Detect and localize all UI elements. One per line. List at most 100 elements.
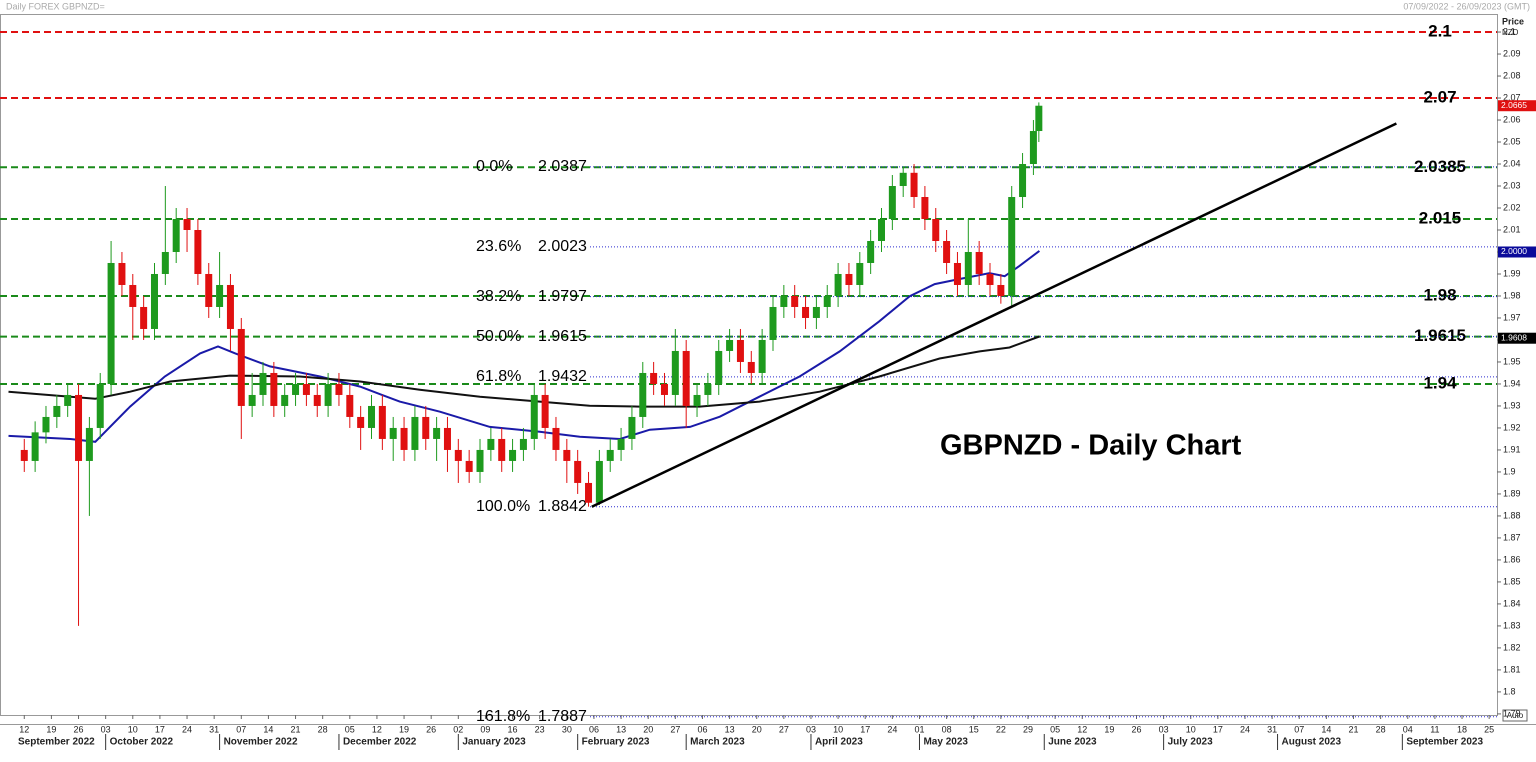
candle-body bbox=[736, 339, 744, 362]
x-tick-label: 30 bbox=[562, 724, 572, 734]
candle-body bbox=[834, 273, 842, 296]
month-label: February 2023 bbox=[582, 737, 650, 748]
x-tick-label: 26 bbox=[74, 724, 84, 734]
candle-body bbox=[758, 339, 766, 373]
candle-body bbox=[650, 372, 658, 384]
x-tick-label: 19 bbox=[1104, 724, 1114, 734]
fib-value: 2.0023 bbox=[538, 238, 587, 255]
x-tick-label: 27 bbox=[779, 724, 789, 734]
candle-body bbox=[1019, 164, 1027, 198]
x-tick-label: 22 bbox=[996, 724, 1006, 734]
fib-level: 23.6% bbox=[476, 238, 521, 255]
x-tick-label: 26 bbox=[426, 724, 436, 734]
candle-body bbox=[877, 218, 885, 241]
level-label: 2.1 bbox=[1428, 22, 1452, 41]
y-tick-label: 1.84 bbox=[1503, 598, 1521, 608]
y-tick-label: 1.98 bbox=[1503, 290, 1521, 300]
x-tick-label: 12 bbox=[372, 724, 382, 734]
candle-body bbox=[541, 394, 549, 428]
fib-value: 1.9797 bbox=[538, 288, 587, 305]
price-tag bbox=[1498, 332, 1536, 344]
candle-body bbox=[823, 295, 831, 307]
candle-body bbox=[671, 350, 679, 395]
candle-body bbox=[975, 251, 983, 274]
y-tick-label: 1.9 bbox=[1503, 466, 1516, 476]
month-label: March 2023 bbox=[690, 737, 745, 748]
candle-body bbox=[509, 449, 517, 461]
x-tick-label: 24 bbox=[1240, 724, 1250, 734]
y-tick-label: 1.85 bbox=[1503, 576, 1521, 586]
month-label: April 2023 bbox=[815, 737, 863, 748]
candle-body bbox=[476, 449, 484, 472]
y-tick-label: 2.05 bbox=[1503, 136, 1521, 146]
month-label: September 2023 bbox=[1406, 737, 1483, 748]
x-tick-label: 13 bbox=[725, 724, 735, 734]
candle-body bbox=[997, 284, 1005, 296]
x-tick-label: 13 bbox=[616, 724, 626, 734]
fib-value: 1.8842 bbox=[538, 498, 587, 515]
fib-level: 38.2% bbox=[476, 288, 521, 305]
auto-label[interactable]: Auto bbox=[1507, 711, 1524, 720]
x-tick-label: 26 bbox=[1131, 724, 1141, 734]
level-label: 1.9615 bbox=[1414, 326, 1466, 345]
candle-body bbox=[585, 482, 593, 503]
y-tick-label: 1.95 bbox=[1503, 356, 1521, 366]
x-tick-label: 18 bbox=[1457, 724, 1467, 734]
candle-body bbox=[487, 438, 495, 450]
x-tick-label: 11 bbox=[1430, 724, 1439, 734]
candle-body bbox=[715, 350, 723, 384]
x-tick-label: 06 bbox=[697, 724, 707, 734]
candle-body bbox=[259, 372, 267, 395]
candle-body bbox=[530, 394, 538, 439]
candle-body bbox=[867, 240, 875, 263]
level-label: 1.98 bbox=[1423, 285, 1456, 304]
y-tick-label: 1.88 bbox=[1503, 510, 1521, 520]
candle-body bbox=[1008, 197, 1016, 296]
y-tick-label: 1.99 bbox=[1503, 268, 1521, 278]
y-tick-label: 1.97 bbox=[1503, 312, 1521, 322]
fib-level: 161.8% bbox=[476, 708, 530, 725]
month-label: June 2023 bbox=[1048, 737, 1097, 748]
candle-body bbox=[20, 449, 28, 461]
x-tick-label: 20 bbox=[643, 724, 653, 734]
x-tick-label: 04 bbox=[1403, 724, 1413, 734]
candle-body bbox=[552, 427, 560, 450]
candle-body bbox=[660, 383, 668, 395]
y-tick-label: 1.81 bbox=[1503, 664, 1521, 674]
candle-body bbox=[802, 306, 810, 318]
candle-body bbox=[780, 295, 788, 307]
candle-body bbox=[519, 438, 527, 450]
candle-body bbox=[888, 186, 896, 219]
x-tick-label: 23 bbox=[535, 724, 545, 734]
candle-body bbox=[357, 416, 365, 428]
y-tick-label: 1.94 bbox=[1503, 378, 1521, 388]
x-tick-label: 24 bbox=[887, 724, 897, 734]
candle-body bbox=[42, 416, 50, 433]
candle-body bbox=[226, 284, 234, 329]
x-tick-label: 28 bbox=[318, 724, 328, 734]
candle-body bbox=[237, 328, 245, 406]
price-tag-label: 1.9608 bbox=[1501, 332, 1527, 342]
x-tick-label: 12 bbox=[19, 724, 29, 734]
month-label: October 2022 bbox=[110, 737, 174, 748]
y-tick-label: 1.8 bbox=[1503, 686, 1516, 696]
candle-body bbox=[856, 262, 864, 285]
candle-body bbox=[183, 218, 191, 230]
candle-body bbox=[454, 449, 462, 461]
price-tag bbox=[1498, 246, 1536, 258]
x-tick-label: 19 bbox=[46, 724, 56, 734]
candle-body bbox=[682, 350, 690, 406]
y-tick-label: 2.06 bbox=[1503, 114, 1521, 124]
auto-button[interactable] bbox=[1502, 709, 1528, 722]
candle-body bbox=[368, 405, 376, 428]
y-tick-label: 2.01 bbox=[1503, 224, 1521, 234]
y-tick-label: 1.91 bbox=[1503, 444, 1521, 454]
level-label: 2.015 bbox=[1419, 208, 1462, 227]
x-tick-label: 28 bbox=[1376, 724, 1386, 734]
candle-body bbox=[899, 172, 907, 187]
candle-body bbox=[628, 416, 636, 439]
chart-title: GBPNZD - Daily Chart bbox=[940, 430, 1242, 462]
y-tick-label: 2.02 bbox=[1503, 202, 1521, 212]
candle-body bbox=[346, 394, 354, 417]
